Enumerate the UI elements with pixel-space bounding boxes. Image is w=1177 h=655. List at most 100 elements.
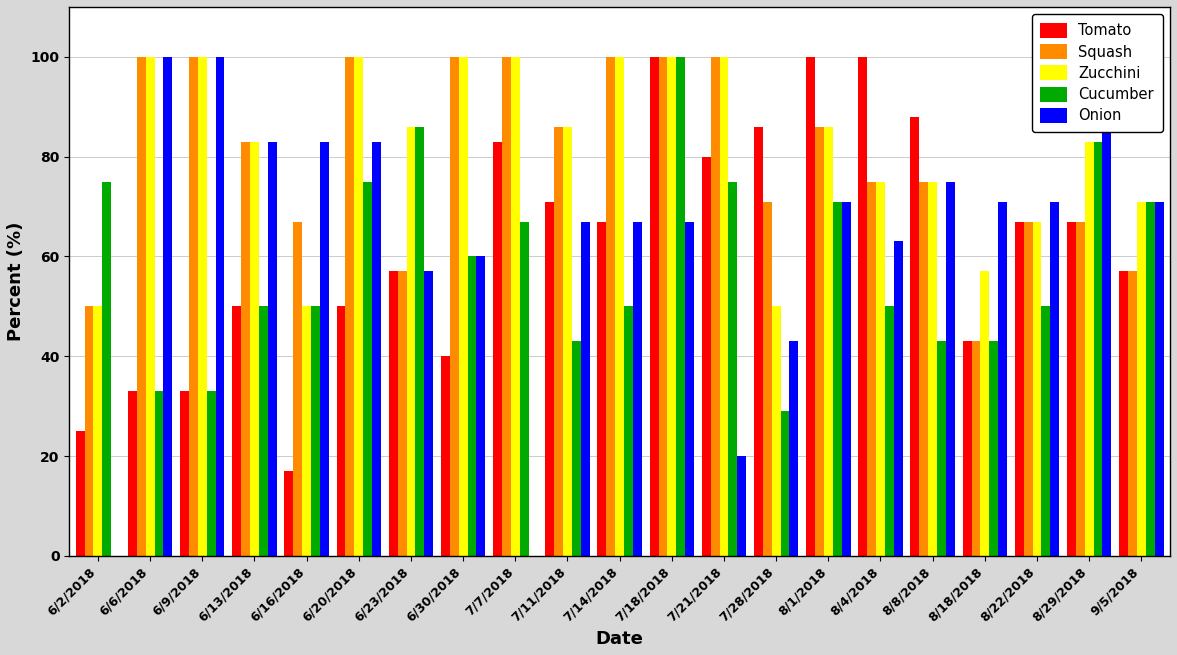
Bar <box>754 126 763 556</box>
Bar <box>285 471 293 556</box>
Bar <box>719 57 729 556</box>
Bar <box>232 307 241 556</box>
Bar <box>293 221 302 556</box>
Bar <box>241 141 250 556</box>
Bar <box>1093 141 1103 556</box>
Bar <box>189 57 198 556</box>
Bar <box>772 307 780 556</box>
Bar <box>971 341 980 556</box>
Bar <box>677 57 685 556</box>
Bar <box>441 356 450 556</box>
Bar <box>1145 202 1155 556</box>
Bar <box>364 181 372 556</box>
Bar <box>624 307 633 556</box>
Bar <box>1024 221 1032 556</box>
Bar <box>1076 221 1085 556</box>
Bar <box>667 57 677 556</box>
Bar <box>650 57 658 556</box>
Bar <box>658 57 667 556</box>
Bar <box>372 141 381 556</box>
Bar <box>1015 221 1024 556</box>
Bar <box>685 221 694 556</box>
Bar <box>259 307 267 556</box>
X-axis label: Date: Date <box>596 630 644 648</box>
Bar <box>763 202 772 556</box>
Bar <box>711 57 719 556</box>
Bar <box>311 307 320 556</box>
Bar <box>867 181 876 556</box>
Bar <box>893 242 903 556</box>
Bar <box>1137 202 1145 556</box>
Bar <box>511 57 520 556</box>
Bar <box>1119 271 1128 556</box>
Bar <box>824 126 833 556</box>
Bar <box>963 341 971 556</box>
Bar <box>980 271 990 556</box>
Bar <box>780 411 790 556</box>
Bar <box>207 391 215 556</box>
Bar <box>554 126 563 556</box>
Bar <box>503 57 511 556</box>
Bar <box>302 307 311 556</box>
Bar <box>545 202 554 556</box>
Bar <box>180 391 189 556</box>
Bar <box>398 271 406 556</box>
Bar <box>477 257 485 556</box>
Bar <box>911 117 919 556</box>
Bar <box>1085 141 1093 556</box>
Bar <box>493 141 503 556</box>
Bar <box>215 57 225 556</box>
Bar <box>320 141 328 556</box>
Bar <box>102 181 111 556</box>
Bar <box>1068 221 1076 556</box>
Bar <box>858 57 867 556</box>
Bar <box>1032 221 1042 556</box>
Bar <box>164 57 172 556</box>
Bar <box>572 341 580 556</box>
Bar <box>806 57 814 556</box>
Bar <box>450 57 459 556</box>
Bar <box>701 157 711 556</box>
Bar <box>876 181 885 556</box>
Bar <box>1050 202 1059 556</box>
Bar <box>467 257 477 556</box>
Bar <box>990 341 998 556</box>
Bar <box>459 57 467 556</box>
Bar <box>946 181 955 556</box>
Bar <box>998 202 1008 556</box>
Bar <box>128 391 137 556</box>
Bar <box>406 126 415 556</box>
Bar <box>388 271 398 556</box>
Bar <box>929 181 937 556</box>
Bar <box>580 221 590 556</box>
Bar <box>885 307 893 556</box>
Bar <box>146 57 154 556</box>
Legend: Tomato, Squash, Zucchini, Cucumber, Onion: Tomato, Squash, Zucchini, Cucumber, Onio… <box>1032 14 1163 132</box>
Bar <box>75 431 85 556</box>
Bar <box>814 126 824 556</box>
Bar <box>919 181 929 556</box>
Bar <box>520 221 528 556</box>
Bar <box>633 221 641 556</box>
Bar <box>354 57 364 556</box>
Bar <box>1128 271 1137 556</box>
Bar <box>346 57 354 556</box>
Bar <box>1042 307 1050 556</box>
Bar <box>606 57 616 556</box>
Bar <box>937 341 946 556</box>
Bar <box>154 391 164 556</box>
Bar <box>415 126 424 556</box>
Bar <box>790 341 798 556</box>
Bar <box>198 57 207 556</box>
Bar <box>833 202 842 556</box>
Bar <box>337 307 346 556</box>
Bar <box>137 57 146 556</box>
Y-axis label: Percent (%): Percent (%) <box>7 221 25 341</box>
Bar <box>729 181 737 556</box>
Bar <box>424 271 433 556</box>
Bar <box>267 141 277 556</box>
Bar <box>250 141 259 556</box>
Bar <box>616 57 624 556</box>
Bar <box>1103 57 1111 556</box>
Bar <box>598 221 606 556</box>
